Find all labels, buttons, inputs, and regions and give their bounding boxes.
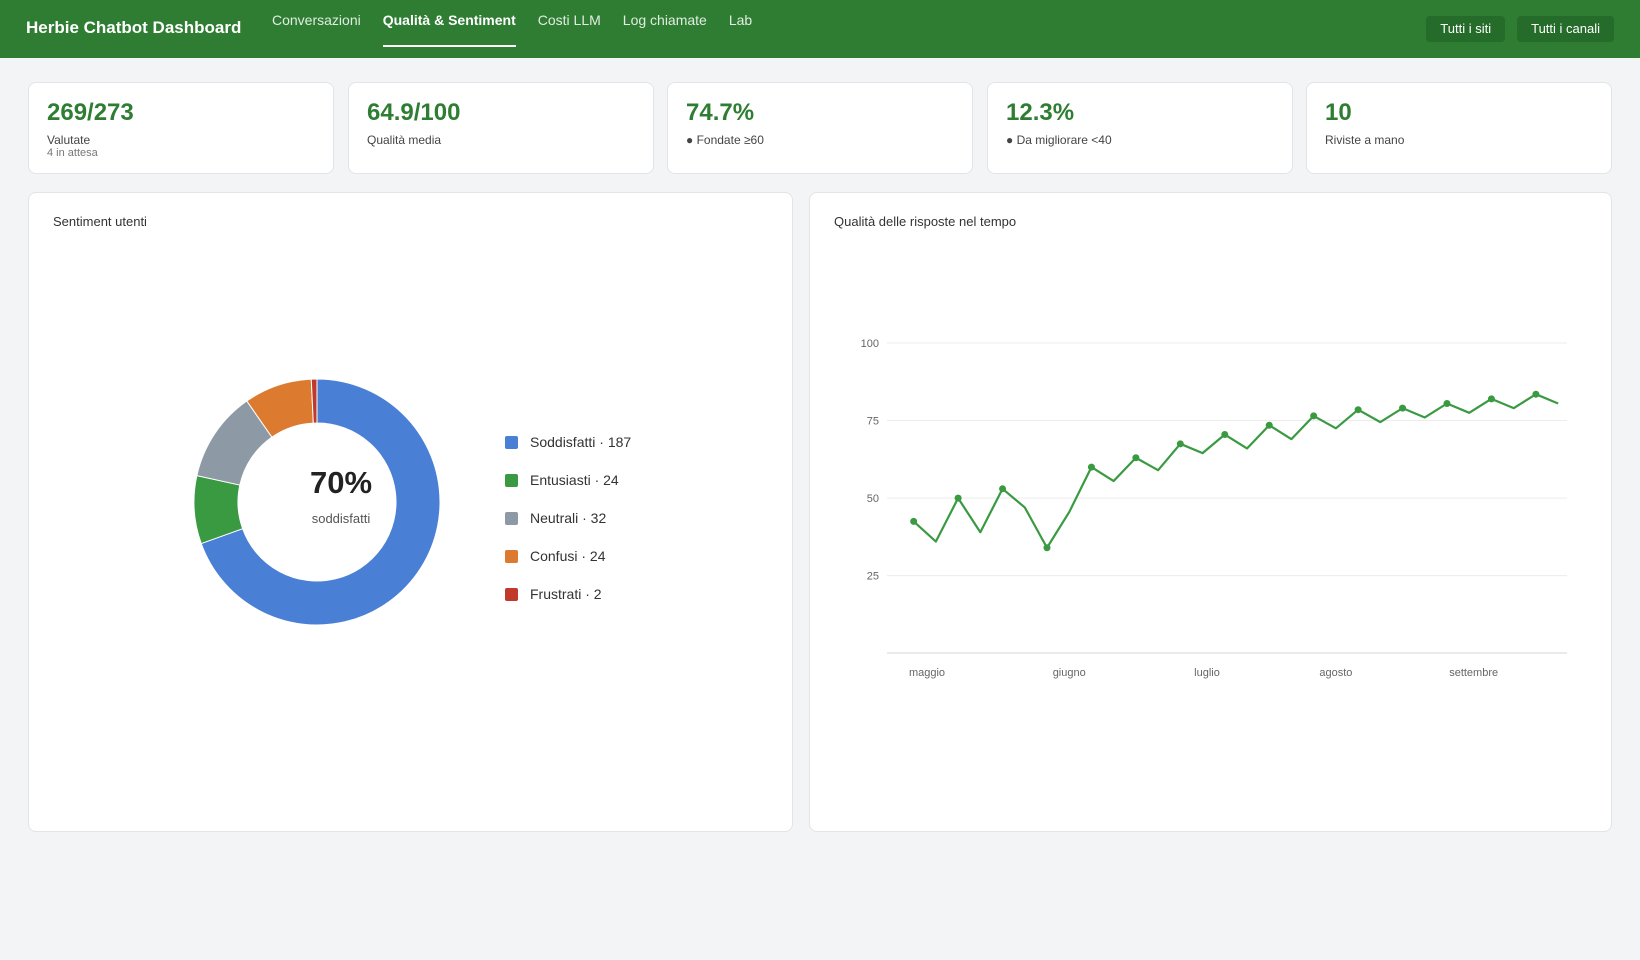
tab-lab[interactable]: Lab <box>728 12 753 28</box>
x-tick-label: settembre <box>1449 667 1498 679</box>
y-tick-label: 25 <box>867 571 879 583</box>
data-point[interactable] <box>1265 421 1273 429</box>
sentiment-panel: Sentiment utenti 70% soddisfatti Soddisf… <box>28 192 793 832</box>
kpi-value: 64.9/100 <box>367 99 461 126</box>
sites-filter-button[interactable]: Tutti i siti <box>1426 16 1506 42</box>
legend-swatch <box>505 587 518 601</box>
data-point[interactable] <box>1176 440 1184 448</box>
x-tick-label: agosto <box>1319 667 1352 679</box>
legend-label: Confusi · 24 <box>530 548 606 564</box>
x-tick-label: giugno <box>1053 667 1086 679</box>
kpi-card-qualita-media: 64.9/100 Qualità media <box>348 82 654 174</box>
quality-line-chart: 25 50 75 100 maggio giugno luglio agosto settemb… <box>861 338 1567 679</box>
x-tick-label: luglio <box>1194 667 1220 679</box>
x-tick-label: maggio <box>909 667 945 679</box>
kpi-value: 269/273 <box>47 99 134 126</box>
kpi-label: Valutate <box>47 133 91 147</box>
main-nav: Conversazioni Qualità & Sentiment Costi … <box>272 0 774 58</box>
data-point[interactable] <box>1354 406 1362 414</box>
legend-item[interactable]: Entusiasti · 24 <box>505 461 631 499</box>
donut-center-label: soddisfatti <box>311 511 371 526</box>
data-point[interactable] <box>1487 395 1495 403</box>
legend-label: Soddisfatti · 187 <box>530 434 632 450</box>
legend-label: Entusiasti · 24 <box>530 472 619 488</box>
data-point[interactable] <box>1043 544 1051 552</box>
panel-title: Sentiment utenti <box>53 214 147 229</box>
legend-swatch <box>505 511 518 525</box>
tab-log-chiamate[interactable]: Log chiamate <box>622 12 707 28</box>
tab-costi-llm[interactable]: Costi LLM <box>537 12 601 28</box>
kpi-card-fondate: 74.7% ● Fondate ≥60 <box>667 82 973 174</box>
kpi-label: ● Fondate ≥60 <box>686 133 764 147</box>
quality-series-line <box>912 393 1559 549</box>
donut-center-value: 70% <box>309 465 373 500</box>
quality-panel: Qualità delle risposte nel tempo 25 50 75 1… <box>809 192 1612 832</box>
legend-swatch <box>505 435 518 449</box>
panel-title: Qualità delle risposte nel tempo <box>834 214 1017 229</box>
data-point[interactable] <box>1221 431 1229 439</box>
legend-label: Neutrali · 32 <box>530 510 607 526</box>
legend-item[interactable]: Soddisfatti · 187 <box>505 423 631 461</box>
kpi-card-da-migliorare: 12.3% ● Da migliorare <40 <box>987 82 1293 174</box>
legend-item[interactable]: Neutrali · 32 <box>505 499 631 537</box>
tab-conversazioni[interactable]: Conversazioni <box>272 12 361 28</box>
data-point[interactable] <box>910 517 918 525</box>
data-point[interactable] <box>954 494 962 502</box>
donut-slice-frustrati[interactable] <box>310 378 318 424</box>
kpi-value: 12.3% <box>1006 99 1075 126</box>
sentiment-legend: Soddisfatti · 187 Entusiasti · 24 Neutra… <box>505 423 631 613</box>
data-point[interactable] <box>999 485 1007 493</box>
kpi-value: 10 <box>1325 99 1352 126</box>
y-tick-label: 100 <box>861 338 879 350</box>
kpi-card-valutate: 269/273 Valutate 4 in attesa <box>28 82 334 174</box>
legend-item[interactable]: Frustrati · 2 <box>505 575 631 613</box>
legend-swatch <box>505 473 518 487</box>
donut-slice-soddisfatti[interactable] <box>200 378 441 626</box>
app-title: Herbie Chatbot Dashboard <box>26 18 242 37</box>
legend-label: Frustrati · 2 <box>530 586 602 602</box>
kpi-sub: 4 in attesa <box>47 147 98 159</box>
data-point[interactable] <box>1532 390 1540 398</box>
kpi-label: Qualità media <box>367 133 442 147</box>
legend-item[interactable]: Confusi · 24 <box>505 537 631 575</box>
top-bar: Herbie Chatbot Dashboard Conversazioni Q… <box>0 0 1640 58</box>
legend-swatch <box>505 549 518 563</box>
kpi-value: 74.7% <box>686 99 755 126</box>
channels-filter-button[interactable]: Tutti i canali <box>1517 16 1614 42</box>
y-tick-label: 50 <box>867 493 879 505</box>
kpi-card-riviste-a-mano: 10 Riviste a mano <box>1306 82 1612 174</box>
data-point[interactable] <box>1310 412 1318 420</box>
sentiment-donut-chart <box>193 378 441 626</box>
data-point[interactable] <box>1132 454 1140 462</box>
kpi-label: ● Da migliorare <40 <box>1006 133 1112 147</box>
y-tick-label: 75 <box>867 416 879 428</box>
kpi-label: Riviste a mano <box>1325 133 1405 147</box>
data-point[interactable] <box>1087 463 1095 471</box>
filter-group: Tutti i siti Tutti i canali <box>1426 16 1614 42</box>
tab-qualita-sentiment[interactable]: Qualità & Sentiment <box>382 0 516 58</box>
data-point[interactable] <box>1443 399 1451 407</box>
data-point[interactable] <box>1399 404 1407 412</box>
